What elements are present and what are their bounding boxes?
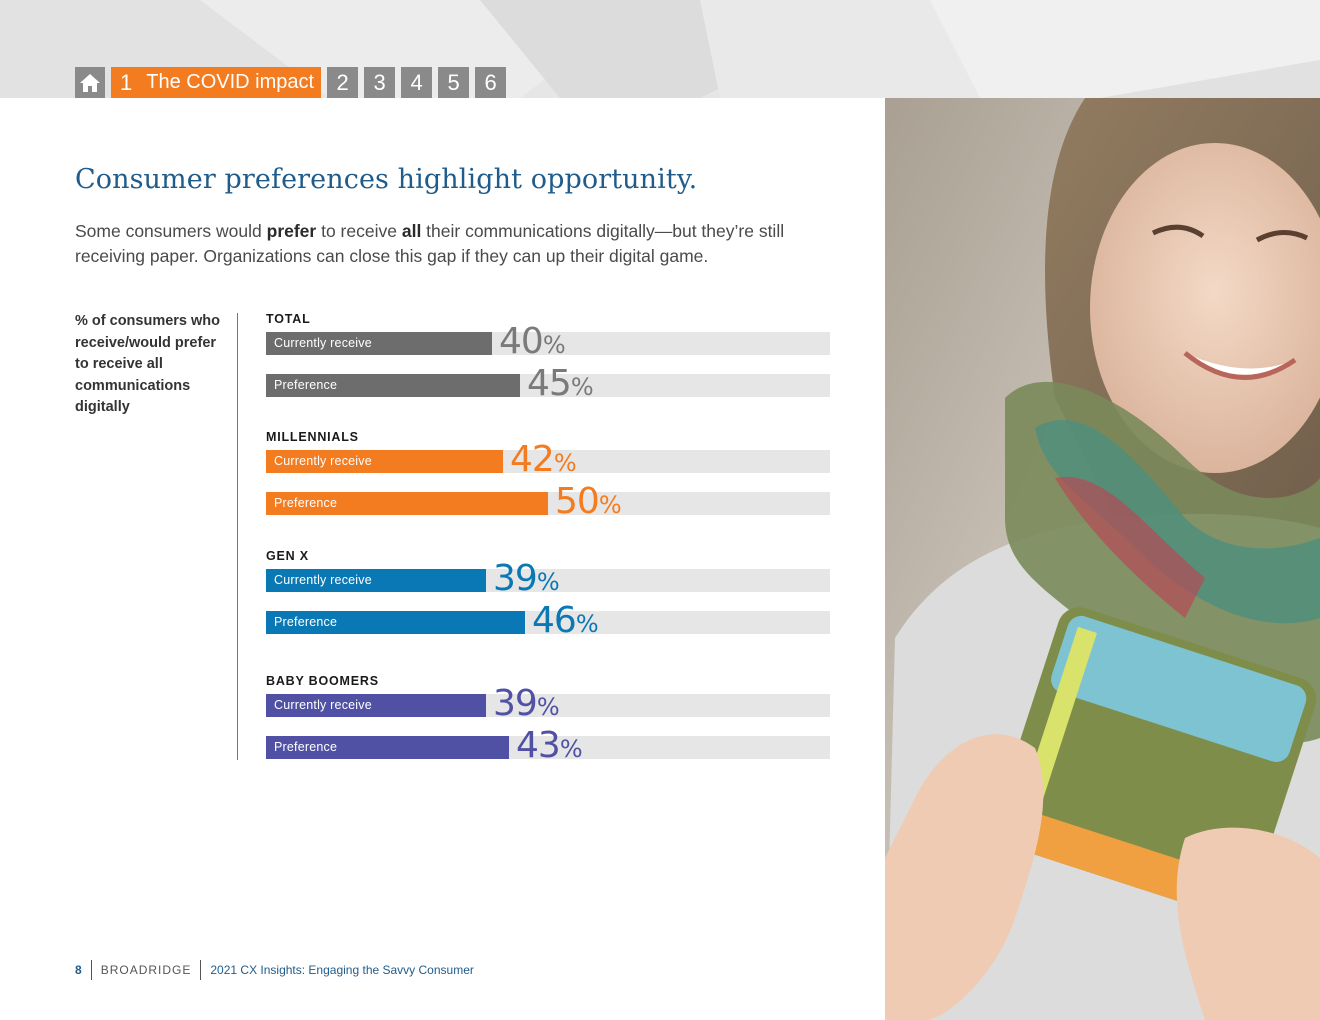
data-label-millennials-currently-receive: 42% bbox=[510, 439, 577, 480]
bar-track-baby-boomers-currently-receive: Currently receive 39% bbox=[266, 685, 830, 723]
page-footer: 8 BROADRIDGE 2021 CX Insights: Engaging … bbox=[75, 960, 474, 980]
data-label-gen-x-preference: 46% bbox=[532, 600, 599, 641]
intro-text-3: their communications digitally—but they’… bbox=[75, 221, 785, 266]
bar-total-preference: Preference bbox=[266, 374, 520, 397]
footer-brand: BROADRIDGE bbox=[100, 963, 192, 977]
bar-total-currently-receive: Currently receive bbox=[266, 332, 492, 355]
bar-track-total-preference: Preference 45% bbox=[266, 365, 830, 403]
chart-divider bbox=[237, 313, 238, 760]
bar-track-baby-boomers-preference: Preference 43% bbox=[266, 727, 830, 765]
bar-label-preference: Preference bbox=[274, 496, 338, 510]
data-label-baby-boomers-preference: 43% bbox=[516, 725, 583, 766]
bar-label-currently-receive: Currently receive bbox=[274, 336, 372, 350]
photo-illustration bbox=[885, 98, 1320, 1020]
home-icon bbox=[80, 73, 100, 92]
data-label-gen-x-currently-receive: 39% bbox=[493, 558, 560, 599]
nav-tab-active[interactable]: 1 The COVID impact bbox=[111, 67, 322, 98]
nav-tab-2[interactable]: 2 bbox=[327, 67, 359, 98]
bar-baby-boomers-preference: Preference bbox=[266, 736, 509, 759]
bar-gen-x-preference: Preference bbox=[266, 611, 525, 634]
bar-label-currently-receive: Currently receive bbox=[274, 698, 372, 712]
group-label-baby-boomers: BABY BOOMERS bbox=[266, 674, 379, 688]
bar-millennials-currently-receive: Currently receive bbox=[266, 450, 503, 473]
group-label-gen-x: GEN X bbox=[266, 549, 309, 563]
bar-label-preference: Preference bbox=[274, 740, 338, 754]
group-label-millennials: MILLENNIALS bbox=[266, 430, 359, 444]
page-number: 8 bbox=[75, 963, 82, 977]
data-label-baby-boomers-currently-receive: 39% bbox=[493, 683, 560, 724]
bar-label-preference: Preference bbox=[274, 378, 338, 392]
chart-side-label: % of consumers who receive/would prefer … bbox=[75, 313, 221, 415]
bar-track-millennials-preference: Preference 50% bbox=[266, 483, 830, 521]
home-button[interactable] bbox=[75, 67, 105, 98]
intro-bold-all: all bbox=[401, 221, 422, 241]
data-label-total-preference: 45% bbox=[527, 363, 594, 404]
data-label-millennials-preference: 50% bbox=[555, 481, 622, 522]
nav-tab-6[interactable]: 6 bbox=[475, 67, 507, 98]
bar-track-millennials-currently-receive: Currently receive 42% bbox=[266, 441, 830, 479]
footer-divider bbox=[90, 960, 92, 980]
intro-text-2: to receive bbox=[316, 221, 402, 241]
page-title: Consumer preferences highlight opportuni… bbox=[75, 164, 698, 195]
bar-label-preference: Preference bbox=[274, 615, 338, 629]
nav-tab-5[interactable]: 5 bbox=[438, 67, 470, 98]
photo-woman-reading-phone bbox=[885, 98, 1320, 1020]
footer-doc-title: 2021 CX Insights: Engaging the Savvy Con… bbox=[210, 963, 474, 977]
bar-baby-boomers-currently-receive: Currently receive bbox=[266, 694, 486, 717]
bar-track-gen-x-preference: Preference 46% bbox=[266, 602, 830, 640]
intro-text-1: Some consumers would bbox=[75, 221, 267, 241]
nav-tab-3[interactable]: 3 bbox=[364, 67, 396, 98]
footer-divider bbox=[200, 960, 202, 980]
bar-track-gen-x-currently-receive: Currently receive 39% bbox=[266, 560, 830, 598]
bar-gen-x-currently-receive: Currently receive bbox=[266, 569, 486, 592]
bar-track-total-currently-receive: Currently receive 40% bbox=[266, 323, 830, 361]
bar-millennials-preference: Preference bbox=[266, 492, 548, 515]
group-label-total: TOTAL bbox=[266, 312, 311, 326]
nav-tab-4[interactable]: 4 bbox=[401, 67, 433, 98]
nav-active-number: 1 bbox=[120, 69, 133, 95]
intro-bold-prefer: prefer bbox=[266, 221, 317, 241]
bar-chart: TOTAL Currently receive 40% Preference 45% MI… bbox=[266, 312, 832, 772]
section-nav: 1 The COVID impact 2 3 4 5 6 bbox=[75, 67, 507, 98]
bar-label-currently-receive: Currently receive bbox=[274, 573, 372, 587]
data-label-total-currently-receive: 40% bbox=[499, 321, 566, 362]
bar-label-currently-receive: Currently receive bbox=[274, 454, 372, 468]
nav-active-label: The COVID impact bbox=[146, 71, 315, 93]
intro-paragraph: Some consumers would prefer to receive a… bbox=[75, 219, 805, 269]
